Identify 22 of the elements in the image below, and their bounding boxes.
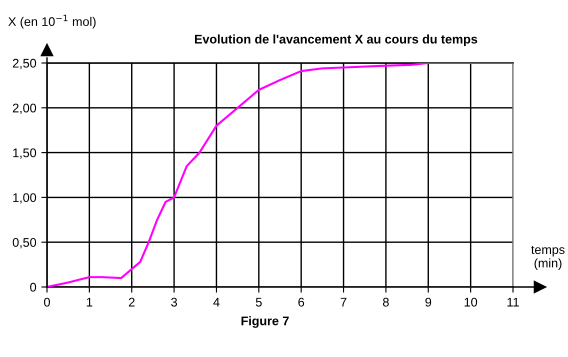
x-tick-label: 5 — [256, 298, 262, 307]
x-axis-title: temps (min) — [531, 246, 565, 270]
y-axis-title: X (en 10$^{−1}$ mol) — [8, 14, 96, 28]
x-tick-label: 11 — [507, 298, 519, 306]
y-tick-label: 2,00 — [12, 104, 36, 114]
x-tick-label: 6 — [298, 298, 304, 307]
x-tick-label: 10 — [464, 298, 478, 307]
chart-title: Evolution de l'avancement X au cours du temps — [194, 34, 478, 46]
x-tick-label: 4 — [213, 298, 220, 306]
y-tick-label: 2,50 — [12, 58, 36, 70]
x-tick-label: 9 — [425, 298, 432, 307]
x-tick-label: 8 — [382, 298, 389, 307]
x-tick-label: 2 — [128, 298, 135, 306]
y-tick-label: 1,00 — [13, 193, 36, 204]
caption: Figure 7 — [242, 316, 289, 328]
y-tick-label: 0,50 — [12, 238, 36, 248]
x-tick-label: 3 — [171, 298, 178, 307]
x-tick-label: 0 — [44, 298, 50, 307]
y-tick-label: 1,50 — [13, 148, 36, 159]
x-tick-label: 1 — [86, 298, 92, 306]
y-tick-label: 0 — [30, 282, 36, 292]
x-tick-label: 7 — [340, 298, 346, 306]
